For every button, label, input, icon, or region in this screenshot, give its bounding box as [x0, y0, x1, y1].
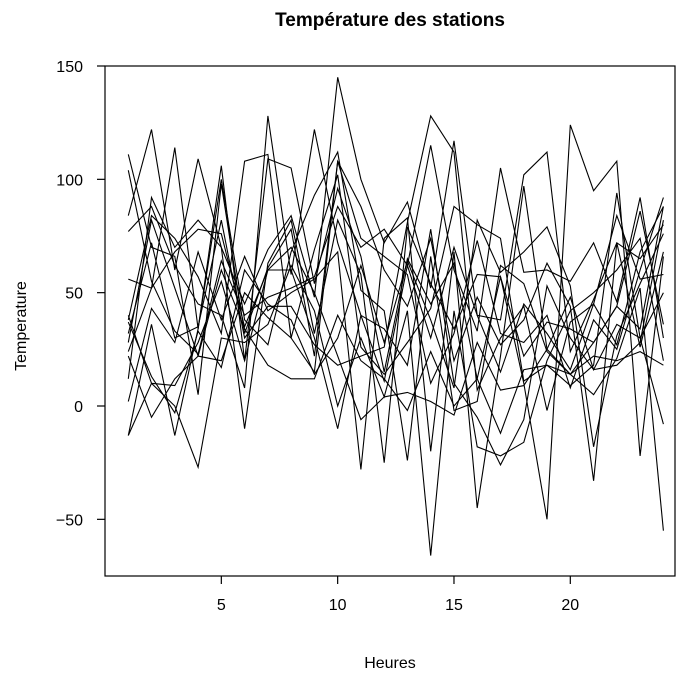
y-tick-label: 150 — [56, 59, 83, 76]
x-tick-label: 10 — [329, 597, 347, 614]
series-line-8 — [127, 150, 664, 531]
x-tick-label: 5 — [217, 597, 226, 614]
y-axis-label: Temperature — [13, 281, 30, 371]
y-tick-label: 0 — [74, 399, 83, 416]
series-line-2 — [127, 170, 664, 374]
series-line-5 — [127, 153, 664, 425]
series-line-9 — [127, 115, 664, 389]
x-tick-label: 15 — [445, 597, 463, 614]
series-line-4 — [128, 147, 664, 379]
series-line-6 — [127, 114, 664, 411]
y-tick-label: 100 — [56, 172, 83, 189]
x-tick-label: 20 — [561, 597, 579, 614]
y-axis: −50 0 50 100 150 — [56, 59, 105, 529]
x-axis-label: Heures — [364, 655, 416, 672]
series-line-16 — [127, 219, 664, 467]
series-line-7 — [127, 124, 664, 520]
series-line-15 — [127, 236, 664, 556]
x-axis: 5 10 15 20 — [217, 576, 579, 614]
plot-frame — [104, 65, 676, 577]
y-tick-label: −50 — [56, 512, 83, 529]
series-line-1 — [127, 154, 664, 395]
chart-title: Température des stations — [275, 10, 505, 31]
series-line-11 — [127, 186, 664, 509]
series-line-14 — [127, 246, 664, 421]
plot-lines — [127, 77, 664, 556]
y-tick-label: 50 — [65, 286, 83, 303]
